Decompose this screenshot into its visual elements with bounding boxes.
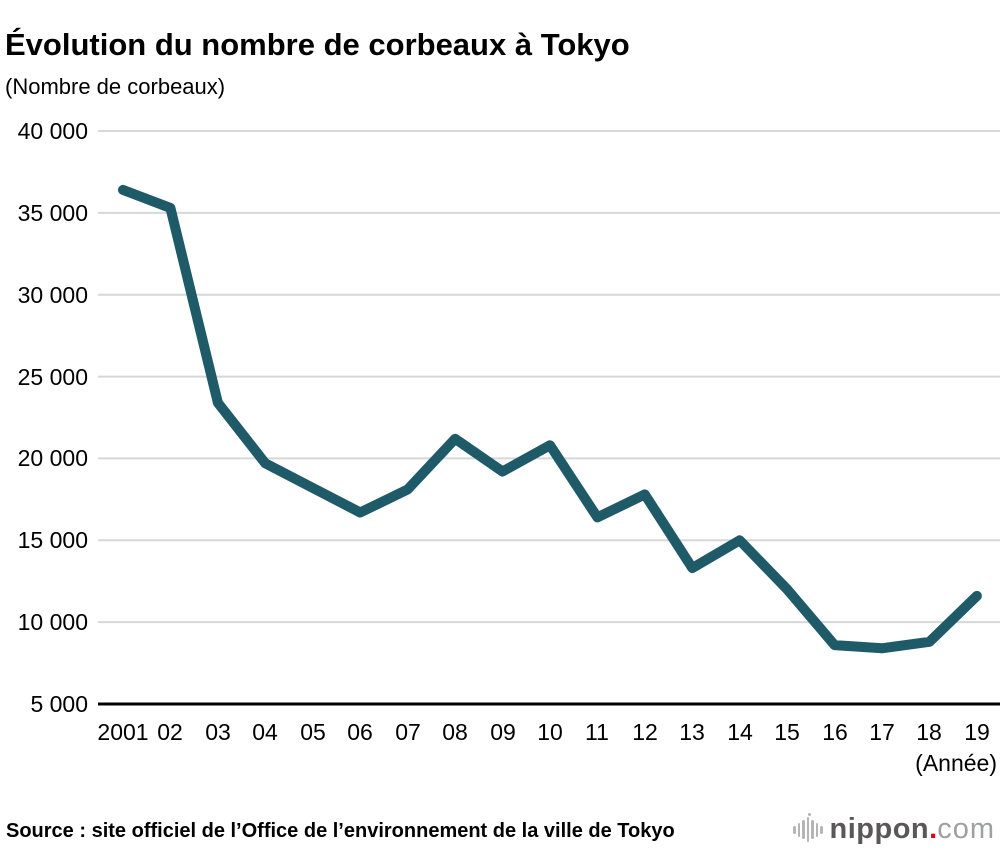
x-tick-label: 2001 xyxy=(97,719,149,745)
y-tick-label: 40 000 xyxy=(17,118,88,144)
nippon-logo[interactable]: nippon . com xyxy=(793,812,995,846)
soundwave-icon xyxy=(793,812,823,843)
x-tick-label: 05 xyxy=(300,719,326,745)
logo-red-dot: . xyxy=(929,813,938,845)
x-tick-label: 09 xyxy=(490,719,516,745)
x-tick-label: 15 xyxy=(774,719,800,745)
x-tick-label: 19 xyxy=(964,719,990,745)
x-tick-label: 02 xyxy=(157,719,183,745)
y-axis-unit-label: (Nombre de corbeaux) xyxy=(5,74,226,99)
y-tick-label: 25 000 xyxy=(17,364,88,390)
x-tick-label: 11 xyxy=(585,719,609,745)
y-tick-label: 20 000 xyxy=(17,445,88,471)
x-tick-label: 14 xyxy=(727,719,753,745)
chart-title: Évolution du nombre de corbeaux à Tokyo xyxy=(5,26,630,62)
x-axis-unit-label: (Année) xyxy=(915,750,997,776)
logo-text-com: com xyxy=(937,813,995,845)
x-tick-label: 12 xyxy=(632,719,658,745)
x-tick-label: 16 xyxy=(822,719,848,745)
logo-text-nippon: nippon xyxy=(829,813,930,845)
x-tick-label: 10 xyxy=(537,719,563,745)
x-tick-label: 13 xyxy=(679,719,705,745)
x-tick-label: 18 xyxy=(916,719,942,745)
x-tick-label: 06 xyxy=(347,719,373,745)
x-tick-label: 08 xyxy=(442,719,468,745)
x-tick-label: 04 xyxy=(252,719,278,745)
x-tick-label: 07 xyxy=(395,719,421,745)
x-tick-label: 17 xyxy=(869,719,895,745)
y-tick-label: 5 000 xyxy=(30,691,88,717)
y-tick-label: 15 000 xyxy=(17,527,88,553)
x-tick-label: 03 xyxy=(205,719,231,745)
source-credit: Source : site officiel de l’Office de l’… xyxy=(6,820,675,842)
y-tick-label: 30 000 xyxy=(17,282,88,308)
crow-count-line xyxy=(118,184,982,654)
y-tick-label: 35 000 xyxy=(17,200,88,226)
y-tick-label: 10 000 xyxy=(17,609,88,635)
